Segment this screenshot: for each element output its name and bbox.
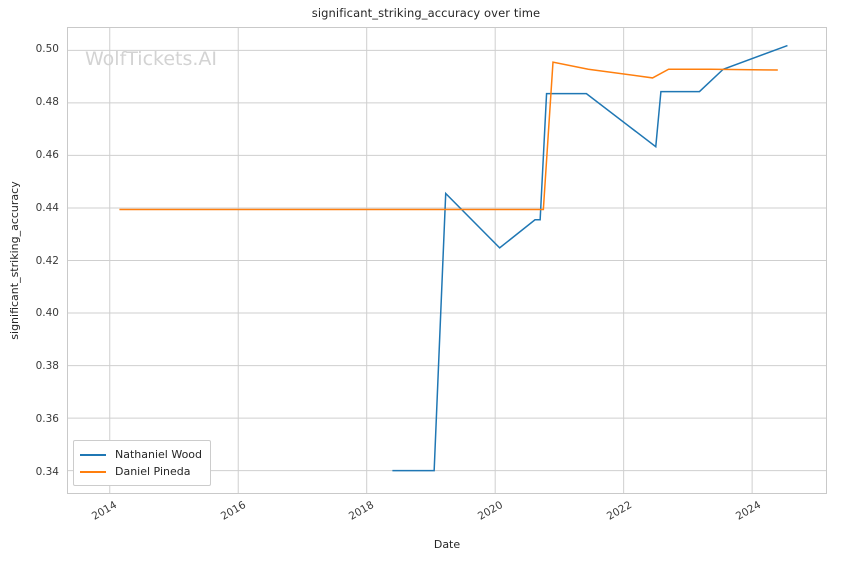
x-tick-label: 2022 bbox=[604, 499, 635, 523]
series-line-0 bbox=[392, 46, 787, 471]
y-tick-label: 0.44 bbox=[35, 201, 59, 214]
y-tick-label: 0.40 bbox=[35, 307, 59, 320]
legend-item-label: Nathaniel Wood bbox=[115, 448, 203, 461]
legend-color-swatch bbox=[80, 470, 106, 473]
y-tick-label: 0.38 bbox=[35, 360, 59, 373]
chart-title: significant_striking_accuracy over time bbox=[311, 6, 541, 20]
legend-color-swatch bbox=[80, 453, 106, 456]
x-tick-label: 2018 bbox=[347, 499, 377, 523]
y-tick-label: 0.46 bbox=[35, 148, 59, 161]
series-line-1 bbox=[119, 62, 777, 209]
x-tick-label: 2016 bbox=[218, 499, 248, 523]
y-tick-label: 0.50 bbox=[35, 43, 59, 56]
legend-item[interactable]: Nathaniel Wood bbox=[80, 446, 202, 463]
data-series bbox=[68, 28, 826, 493]
y-axis-ticks: 0.34 0.36 0.38 0.40 0.42 0.44 0.46 0.48 0.50 bbox=[0, 27, 59, 494]
legend-item-label: Daniel Pineda bbox=[115, 465, 191, 478]
x-tick-label: 2024 bbox=[733, 499, 763, 523]
x-axis-ticks: 2014 2016 2018 2020 2022 2024 bbox=[67, 499, 827, 539]
x-tick-label: 2020 bbox=[476, 499, 506, 523]
plot-area: WolfTickets.AI bbox=[67, 27, 827, 494]
x-tick-label: 2014 bbox=[89, 499, 119, 523]
legend-item[interactable]: Daniel Pineda bbox=[80, 463, 202, 480]
y-tick-label: 0.34 bbox=[35, 465, 59, 478]
y-tick-label: 0.36 bbox=[35, 412, 59, 425]
y-tick-label: 0.48 bbox=[35, 96, 59, 109]
y-tick-label: 0.42 bbox=[35, 254, 59, 267]
grid-lines bbox=[68, 28, 826, 493]
x-axis-label: Date bbox=[433, 538, 461, 551]
chart-legend: Nathaniel Wood Daniel Pineda bbox=[73, 440, 212, 486]
